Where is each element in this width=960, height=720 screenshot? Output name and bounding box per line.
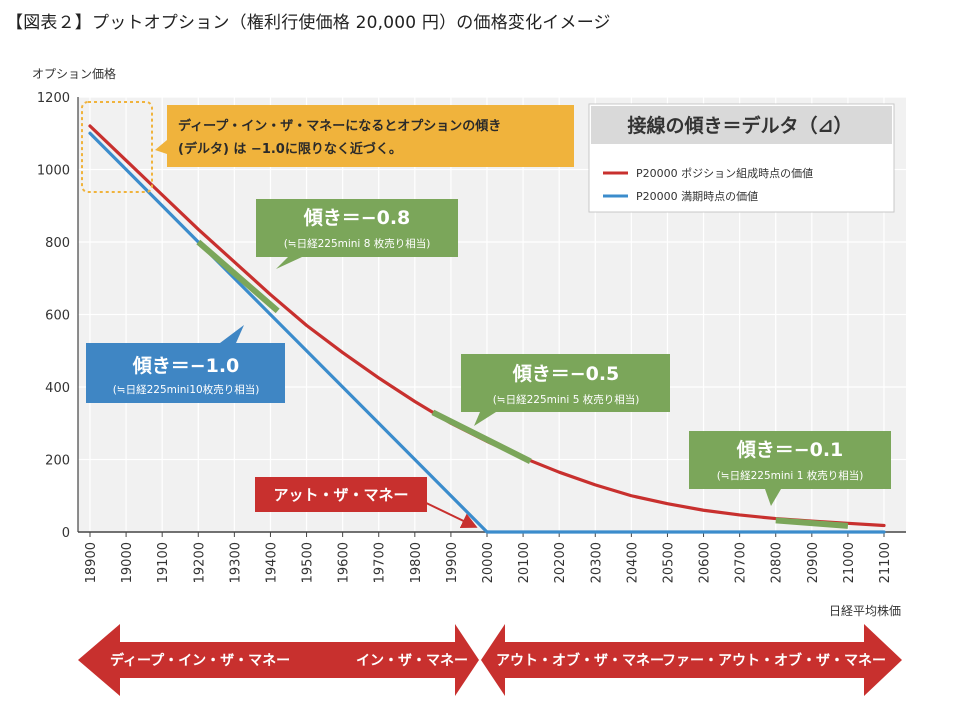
x-axis-label: 日経平均株価 xyxy=(829,603,901,618)
x-tick-label: 20200 xyxy=(553,542,568,583)
x-tick-label: 19800 xyxy=(409,542,424,583)
legend-entry-blue: P20000 満期時点の価値 xyxy=(636,190,758,203)
x-tick-label: 19500 xyxy=(301,542,316,583)
svg-text:アット・ザ・マネー: アット・ザ・マネー xyxy=(273,486,408,504)
y-tick-label: 200 xyxy=(45,454,70,469)
tangent-line xyxy=(775,517,849,529)
svg-text:傾き＝−0.5: 傾き＝−0.5 xyxy=(512,362,620,385)
delta-01-callout: 傾き＝−0.1 (≒日経225mini 1 枚売り相当) xyxy=(689,431,891,506)
y-tick-label: 1200 xyxy=(37,91,70,106)
banner-itm: イン・ザ・マネー xyxy=(356,653,468,669)
y-tick-label: 0 xyxy=(62,526,70,541)
svg-text:ディープ・イン・ザ・マネーになるとオプションの傾き: ディープ・イン・ザ・マネーになるとオプションの傾き xyxy=(178,118,501,134)
x-tick-label: 19100 xyxy=(156,542,171,583)
svg-text:(デルタ) は −1.0に限りなく近づく。: (デルタ) は −1.0に限りなく近づく。 xyxy=(178,141,402,157)
x-tick-label: 19000 xyxy=(120,542,135,583)
x-tick-label: 19600 xyxy=(337,542,352,583)
x-tick-label: 20500 xyxy=(661,542,676,583)
x-axis-ticks: 18900 19000 19100 19200 19300 19400 19500 19600… xyxy=(84,532,893,583)
svg-text:(≒日経225mini 1 枚売り相当): (≒日経225mini 1 枚売り相当) xyxy=(717,469,864,482)
svg-text:(≒日経225mini10枚売り相当): (≒日経225mini10枚売り相当) xyxy=(113,383,260,396)
figure-title: 【図表２】プットオプション（権利行使価格 20,000 円）の価格変化イメージ xyxy=(6,13,611,33)
x-tick-label: 20900 xyxy=(806,542,821,583)
legend-title: 接線の傾き＝デルタ（⊿） xyxy=(628,114,853,137)
y-axis-label: オプション価格 xyxy=(32,66,116,81)
x-tick-label: 19900 xyxy=(445,542,460,583)
svg-text:(≒日経225mini 5 枚売り相当): (≒日経225mini 5 枚売り相当) xyxy=(493,393,640,406)
x-tick-label: 20700 xyxy=(734,542,749,583)
x-tick-label: 19200 xyxy=(192,542,207,583)
x-tick-label: 21000 xyxy=(842,542,857,583)
legend-entry-red: P20000 ポジション組成時点の価値 xyxy=(636,167,813,180)
x-tick-label: 19300 xyxy=(228,542,243,583)
banner-far-otm: ファー・アウト・オブ・ザ・マネー xyxy=(662,652,886,669)
delta-10-callout: 傾き＝−1.0 (≒日経225mini10枚売り相当) xyxy=(86,325,285,403)
y-tick-label: 1000 xyxy=(37,164,70,179)
svg-text:傾き＝−0.8: 傾き＝−0.8 xyxy=(303,206,411,229)
svg-text:傾き＝−0.1: 傾き＝−0.1 xyxy=(736,438,844,461)
x-tick-label: 20600 xyxy=(698,542,713,583)
svg-text:(≒日経225mini 8 枚売り相当): (≒日経225mini 8 枚売り相当) xyxy=(284,237,431,250)
legend: 接線の傾き＝デルタ（⊿） P20000 ポジション組成時点の価値 P20000 … xyxy=(588,103,895,213)
x-tick-label: 18900 xyxy=(84,542,99,583)
x-tick-label: 19400 xyxy=(264,542,279,583)
delta-05-callout: 傾き＝−0.5 (≒日経225mini 5 枚売り相当) xyxy=(461,354,670,426)
svg-text:傾き＝−1.0: 傾き＝−1.0 xyxy=(132,354,240,377)
x-tick-label: 20800 xyxy=(770,542,785,583)
y-tick-label: 800 xyxy=(45,236,70,251)
banner-deep-itm: ディープ・イン・ザ・マネー xyxy=(110,652,290,669)
y-tick-label: 400 xyxy=(45,381,70,396)
x-tick-label: 20100 xyxy=(517,542,532,583)
x-tick-label: 20300 xyxy=(589,542,604,583)
atm-callout: アット・ザ・マネー xyxy=(255,477,478,529)
tangent-line xyxy=(431,409,532,464)
y-axis-ticks: 0 200 400 600 800 1000 1200 xyxy=(37,91,70,541)
x-tick-label: 19700 xyxy=(373,542,388,583)
deep-itm-highlight xyxy=(81,101,153,193)
banner-otm: アウト・オブ・ザ・マネー xyxy=(496,652,664,669)
x-tick-label: 21100 xyxy=(878,542,893,583)
moneyness-banner-right: アウト・オブ・ザ・マネー ファー・アウト・オブ・ザ・マネー xyxy=(481,624,902,696)
deep-itm-callout: ディープ・イン・ザ・マネーになるとオプションの傾き (デルタ) は −1.0に限… xyxy=(155,105,574,167)
tangent-line xyxy=(196,239,280,314)
x-tick-label: 20000 xyxy=(481,542,496,583)
x-tick-label: 20400 xyxy=(625,542,640,583)
y-tick-label: 600 xyxy=(45,309,70,324)
tangent-lines xyxy=(196,239,849,529)
delta-08-callout: 傾き＝−0.8 (≒日経225mini 8 枚売り相当) xyxy=(256,199,458,269)
moneyness-banner-left: ディープ・イン・ザ・マネー イン・ザ・マネー xyxy=(78,624,479,696)
